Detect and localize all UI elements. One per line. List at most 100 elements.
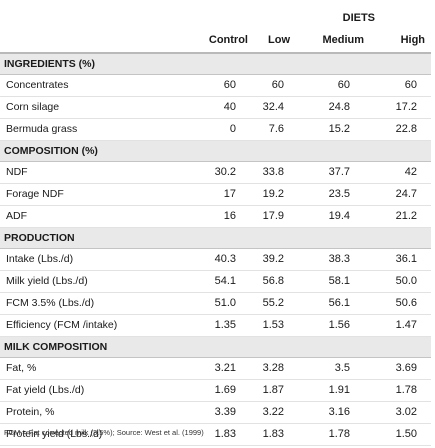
row-label: Intake (Lbs./d) [0,248,174,271]
cell-value: 3.28 [252,357,292,380]
diets-group-header: DIETS [342,12,376,24]
table-body: INGREDIENTS (%) Concentrates 60 60 60 60 Corn … [0,52,432,446]
cell-value: 56.1 [292,292,372,315]
cell-value: 7.6 [252,118,292,141]
cell-value: 19.4 [292,205,372,228]
cell-value: 21.2 [372,205,432,228]
row-label: Protein, % [0,401,174,424]
section-header-row: INGREDIENTS (%) [0,52,432,75]
cell-value: 1.83 [174,423,252,446]
table-row: Fat, % 3.21 3.28 3.5 3.69 [0,357,432,380]
cell-value: 24.8 [292,96,372,119]
section-title: MILK COMPOSITION [0,336,432,358]
table-row: FCM 3.5% (Lbs./d) 51.0 55.2 56.1 50.6 [0,292,432,315]
cell-value: 60 [174,74,252,97]
cell-value: 1.47 [372,314,432,337]
cell-value: 3.5 [292,357,372,380]
table-footnote: FCM = Fat corrected milk (3.5%); Source:… [4,428,204,437]
cell-value: 37.7 [292,161,372,184]
cell-value: 1.53 [252,314,292,337]
cell-value: 17.2 [372,96,432,119]
row-label: Corn silage [0,96,174,119]
section-header-row: PRODUCTION [0,227,432,249]
section-header-row: MILK COMPOSITION [0,336,432,358]
cell-value: 50.0 [372,270,432,293]
row-label: NDF [0,161,174,184]
cell-value: 19.2 [252,183,292,206]
table-row: Forage NDF 17 19.2 23.5 24.7 [0,183,432,206]
cell-value: 1.35 [174,314,252,337]
cell-value: 39.2 [252,248,292,271]
cell-value: 3.22 [252,401,292,424]
row-label: FCM 3.5% (Lbs./d) [0,292,174,315]
cell-value: 17 [174,183,252,206]
row-label: Fat, % [0,357,174,380]
table-row: Bermuda grass 0 7.6 15.2 22.8 [0,118,432,141]
cell-value: 3.21 [174,357,252,380]
cell-value: 3.02 [372,401,432,424]
table-row: Concentrates 60 60 60 60 [0,74,432,97]
cell-value: 30.2 [174,161,252,184]
cell-value: 38.3 [292,248,372,271]
row-label: ADF [0,205,174,228]
cell-value: 1.56 [292,314,372,337]
section-title: PRODUCTION [0,227,432,249]
cell-value: 60 [372,74,432,97]
table-row: Milk yield (Lbs./d) 54.1 56.8 58.1 50.0 [0,270,432,293]
table-row: NDF 30.2 33.8 37.7 42 [0,161,432,184]
cell-value: 3.39 [174,401,252,424]
cell-value: 23.5 [292,183,372,206]
row-label: Efficiency (FCM /intake) [0,314,174,337]
cell-value: 60 [292,74,372,97]
column-header-high: High [372,28,432,54]
column-header-row: Control Low Medium High [0,28,432,54]
table-row: Efficiency (FCM /intake) 1.35 1.53 1.56 1.47 [0,314,432,337]
column-header-low: Low [252,28,292,54]
cell-value: 32.4 [252,96,292,119]
cell-value: 54.1 [174,270,252,293]
diets-table: DIETS Control Low Medium High INGREDIENT… [0,8,432,446]
cell-value: 36.1 [372,248,432,271]
row-label: Milk yield (Lbs./d) [0,270,174,293]
cell-value: 40 [174,96,252,119]
empty-header-cell [0,8,174,28]
column-header-control: Control [174,28,252,54]
cell-value: 17.9 [252,205,292,228]
cell-value: 50.6 [372,292,432,315]
cell-value: 58.1 [292,270,372,293]
cell-value: 3.69 [372,357,432,380]
row-label: Fat yield (Lbs./d) [0,379,174,402]
cell-value: 1.78 [372,379,432,402]
cell-value: 33.8 [252,161,292,184]
table-row: Protein, % 3.39 3.22 3.16 3.02 [0,401,432,424]
cell-value: 55.2 [252,292,292,315]
cell-value: 60 [252,74,292,97]
section-title: INGREDIENTS (%) [0,52,432,75]
cell-value: 1.50 [372,423,432,446]
cell-value: 24.7 [372,183,432,206]
cell-value: 0 [174,118,252,141]
cell-value: 16 [174,205,252,228]
table-row: Intake (Lbs./d) 40.3 39.2 38.3 36.1 [0,248,432,271]
table-row: Fat yield (Lbs./d) 1.69 1.87 1.91 1.78 [0,379,432,402]
row-label: Forage NDF [0,183,174,206]
cell-value: 3.16 [292,401,372,424]
row-label: Bermuda grass [0,118,174,141]
cell-value: 1.91 [292,379,372,402]
cell-value: 22.8 [372,118,432,141]
cell-value: 42 [372,161,432,184]
section-header-row: COMPOSITION (%) [0,140,432,162]
column-header-medium: Medium [292,28,372,54]
cell-value: 1.87 [252,379,292,402]
cell-value: 40.3 [174,248,252,271]
table-row: Protein yield (Lbs./d) 1.83 1.83 1.78 1.50 [0,423,432,446]
row-label: Concentrates [0,74,174,97]
cell-value: 1.78 [292,423,372,446]
cell-value: 15.2 [292,118,372,141]
cell-value: 1.83 [252,423,292,446]
cell-value: 56.8 [252,270,292,293]
table-row: Corn silage 40 32.4 24.8 17.2 [0,96,432,119]
row-label: Protein yield (Lbs./d) [0,423,174,446]
group-header-row: DIETS [0,8,431,28]
